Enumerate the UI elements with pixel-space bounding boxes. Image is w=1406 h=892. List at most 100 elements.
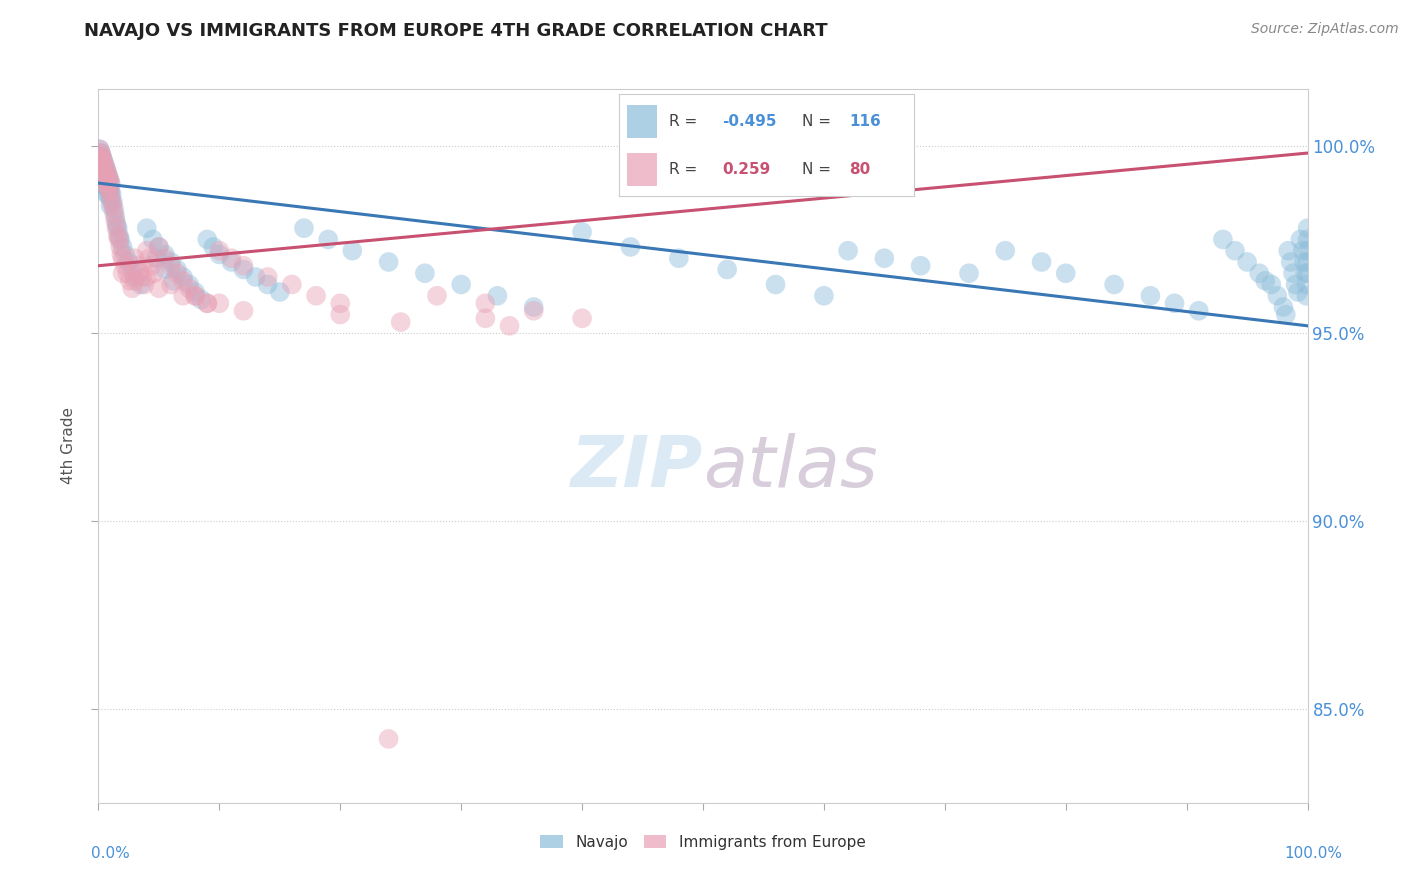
Point — [96, 172, 118, 186]
Point — [91, 161, 114, 175]
Point — [128, 266, 150, 280]
Point — [1223, 244, 1246, 258]
Point — [523, 303, 546, 318]
Point — [142, 232, 165, 246]
Point — [124, 270, 146, 285]
Point — [93, 165, 115, 179]
Point — [1296, 244, 1319, 258]
Point — [107, 221, 129, 235]
Point — [101, 199, 124, 213]
Point — [96, 176, 118, 190]
Point — [377, 731, 399, 746]
Point — [89, 165, 111, 179]
Point — [1284, 277, 1306, 292]
Point — [105, 218, 128, 232]
Point — [91, 172, 114, 186]
Point — [486, 289, 509, 303]
Point — [195, 296, 218, 310]
Point — [269, 285, 291, 299]
Point — [668, 251, 690, 265]
Point — [98, 172, 121, 186]
Point — [141, 259, 163, 273]
Point — [1031, 255, 1053, 269]
Legend: Navajo, Immigrants from Europe: Navajo, Immigrants from Europe — [534, 829, 872, 855]
Point — [98, 184, 121, 198]
Point — [94, 161, 117, 175]
Point — [1139, 289, 1161, 303]
Point — [110, 247, 132, 261]
Point — [118, 274, 141, 288]
Point — [100, 199, 122, 213]
Point — [89, 157, 111, 171]
Point — [148, 281, 170, 295]
Point — [256, 277, 278, 292]
Point — [97, 169, 120, 183]
Point — [1267, 289, 1289, 303]
Point — [305, 289, 328, 303]
Point — [232, 262, 254, 277]
FancyBboxPatch shape — [627, 153, 657, 186]
Point — [1295, 277, 1317, 292]
Point — [184, 285, 207, 299]
Point — [100, 184, 122, 198]
Point — [184, 289, 207, 303]
Point — [1188, 303, 1211, 318]
Point — [114, 247, 136, 261]
Point — [1295, 289, 1317, 303]
Point — [957, 266, 980, 280]
Point — [100, 187, 122, 202]
Point — [413, 266, 436, 280]
Point — [202, 240, 225, 254]
Point — [100, 187, 122, 202]
Text: 116: 116 — [849, 114, 880, 128]
Point — [1275, 308, 1298, 322]
Point — [97, 187, 120, 202]
Point — [93, 176, 115, 190]
Point — [994, 244, 1017, 258]
Point — [108, 240, 131, 254]
Point — [148, 240, 170, 254]
Point — [100, 191, 122, 205]
Point — [160, 255, 183, 269]
Point — [93, 176, 115, 190]
Point — [160, 277, 183, 292]
Point — [97, 169, 120, 183]
Point — [93, 157, 115, 171]
FancyBboxPatch shape — [627, 105, 657, 137]
Point — [716, 262, 738, 277]
Point — [426, 289, 449, 303]
Point — [90, 153, 112, 168]
Point — [221, 255, 243, 269]
Point — [162, 274, 184, 288]
Point — [1212, 232, 1234, 246]
Point — [97, 176, 120, 190]
Point — [256, 270, 278, 285]
Point — [96, 187, 118, 202]
Point — [101, 194, 124, 209]
Point — [103, 202, 125, 217]
Point — [153, 251, 176, 265]
Point — [1054, 266, 1077, 280]
Point — [1294, 266, 1316, 280]
Point — [342, 244, 364, 258]
Point — [89, 142, 111, 156]
Point — [94, 161, 117, 175]
Point — [172, 270, 194, 285]
Point — [765, 277, 787, 292]
Point — [100, 176, 122, 190]
Point — [474, 296, 496, 310]
Text: N =: N = — [801, 162, 831, 178]
Point — [208, 244, 231, 258]
Point — [96, 165, 118, 179]
Point — [148, 240, 170, 254]
Point — [571, 311, 593, 326]
Point — [523, 300, 546, 314]
Point — [1282, 266, 1305, 280]
Point — [316, 232, 339, 246]
Point — [179, 277, 201, 292]
Text: N =: N = — [801, 114, 831, 128]
Text: 100.0%: 100.0% — [1285, 846, 1343, 861]
Point — [172, 274, 194, 288]
Point — [232, 303, 254, 318]
Point — [910, 259, 932, 273]
